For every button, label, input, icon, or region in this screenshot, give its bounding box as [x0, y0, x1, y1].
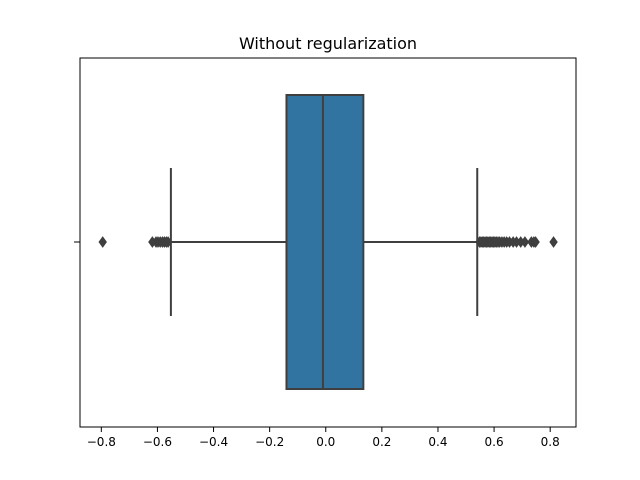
x-tick-label: −0.6: [143, 435, 172, 449]
outlier-point: [163, 236, 173, 248]
x-tick-label: 0.8: [541, 435, 560, 449]
outlier-point: [98, 236, 107, 248]
x-tick-label: −0.2: [255, 435, 284, 449]
x-tick-label: 0.0: [316, 435, 335, 449]
outlier-point: [520, 236, 530, 248]
x-tick-label: 0.2: [372, 435, 391, 449]
chart-title: Without regularization: [239, 34, 417, 53]
x-tick-label: 0.6: [485, 435, 504, 449]
x-tick-label: −0.8: [87, 435, 116, 449]
x-tick-label: −0.4: [199, 435, 228, 449]
plot-area: [98, 94, 558, 390]
outlier-point: [549, 236, 558, 248]
x-axis: −0.8 −0.6 −0.4 −0.2 0.0 0.2 0.4 0.6 0.8: [87, 427, 560, 449]
outlier-point: [531, 236, 540, 248]
x-tick-label: 0.4: [428, 435, 447, 449]
iqr-box: [285, 94, 365, 390]
